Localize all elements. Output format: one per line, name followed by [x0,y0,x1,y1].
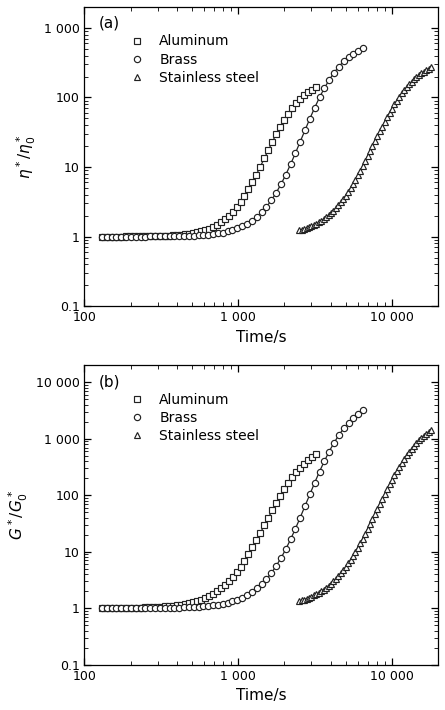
Stainless steel [345,559,351,568]
Brass [356,46,361,55]
Text: (b): (b) [99,374,120,389]
Brass [332,439,337,447]
Brass [360,44,366,53]
Brass [99,232,105,241]
Brass [196,231,201,239]
Aluminum [123,232,128,241]
Aluminum [99,232,105,241]
Brass [99,604,105,613]
Aluminum [178,230,184,239]
Brass [148,604,153,612]
Stainless steel [321,214,326,223]
Aluminum [123,604,128,612]
Stainless steel [321,585,326,594]
Aluminum [313,83,319,92]
Aluminum [151,232,156,241]
Stainless steel [429,63,434,72]
Y-axis label: $\eta^*/\eta_0^*$: $\eta^*/\eta_0^*$ [15,134,38,179]
X-axis label: Time/s: Time/s [236,329,287,344]
Aluminum [309,453,315,462]
Line: Aluminum: Aluminum [99,451,319,611]
Brass [128,232,134,241]
Line: Brass: Brass [99,45,366,240]
Stainless steel [426,65,431,73]
Stainless steel [311,221,316,229]
Brass [332,69,337,77]
Stainless steel [429,426,434,435]
Stainless steel [297,226,302,235]
X-axis label: Time/s: Time/s [236,688,287,703]
Brass [360,406,366,415]
Stainless steel [345,187,351,196]
Brass [162,232,167,241]
Stainless steel [414,73,419,82]
Aluminum [139,604,144,612]
Aluminum [99,604,105,612]
Stainless steel [414,439,419,447]
Line: Stainless steel: Stainless steel [296,427,434,604]
Stainless steel [328,209,334,217]
Stainless steel [328,579,334,588]
Aluminum [289,104,295,113]
Aluminum [178,601,184,609]
Line: Stainless steel: Stainless steel [296,65,434,234]
Brass [148,232,153,241]
Y-axis label: $G^*/G_0^*$: $G^*/G_0^*$ [7,490,30,540]
Stainless steel [311,591,316,600]
Aluminum [313,450,319,459]
Legend: Aluminum, Brass, Stainless steel: Aluminum, Brass, Stainless steel [116,29,265,90]
Brass [128,604,134,613]
Stainless steel [426,427,431,436]
Aluminum [151,603,156,611]
Text: (a): (a) [99,16,120,31]
Stainless steel [297,597,302,606]
Brass [162,604,167,612]
Line: Brass: Brass [99,407,366,611]
Aluminum [289,473,295,481]
Aluminum [139,232,144,241]
Brass [356,410,361,418]
Legend: Aluminum, Brass, Stainless steel: Aluminum, Brass, Stainless steel [116,388,265,449]
Brass [196,602,201,611]
Aluminum [309,85,315,94]
Line: Aluminum: Aluminum [99,84,319,240]
